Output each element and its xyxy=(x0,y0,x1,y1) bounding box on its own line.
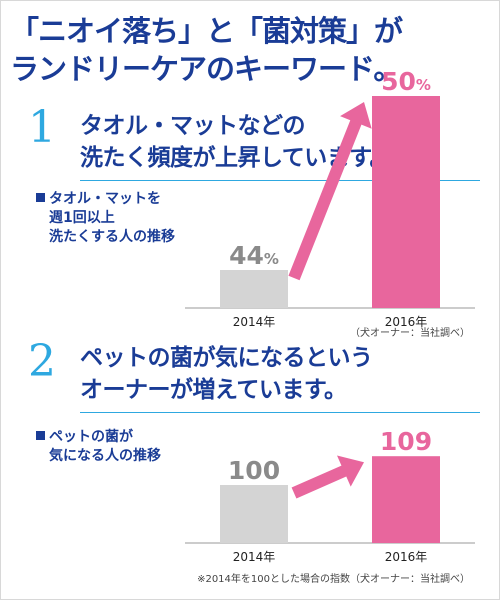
bar-2014年 xyxy=(220,270,288,308)
category-label: 2016年 xyxy=(385,315,428,329)
caption-line: 洗たくする人の推移 xyxy=(49,229,175,245)
section-number-2: 2 xyxy=(28,336,56,387)
bar-2014年 xyxy=(220,485,288,543)
category-label: 2014年 xyxy=(233,550,276,564)
square-bullet-icon xyxy=(36,193,45,202)
growth-arrow-icon xyxy=(288,102,372,281)
section-1-caption: タオル・マットを 週1回以上 洗たくする人の推移 xyxy=(36,190,175,247)
data-label: 100 xyxy=(228,456,280,485)
data-label: 44% xyxy=(229,241,279,270)
source-note-2: ※2014年を100とした場合の指数（犬オーナー：当社調べ） xyxy=(197,574,470,585)
caption-line: タオル・マットを xyxy=(36,190,175,209)
data-label: 50% xyxy=(381,67,431,96)
section-2-rule xyxy=(80,412,480,413)
caption-line: 気になる人の推移 xyxy=(49,448,161,464)
section-1-heading-line1: タオル・マットなどの xyxy=(80,113,306,139)
bar-2016年 xyxy=(372,96,440,308)
section-2-heading-line1: ペットの菌が気になるという xyxy=(80,345,373,371)
headline-line2: ランドリーケアのキーワード。 xyxy=(10,52,402,86)
headline-line1: 「ニオイ落ち」と「菌対策」が xyxy=(10,14,403,48)
growth-arrow-icon xyxy=(291,455,365,499)
section-2-heading-line2: オーナーが増えています。 xyxy=(80,377,347,403)
section-number-1: 1 xyxy=(28,102,56,153)
section-1-rule xyxy=(80,180,480,181)
category-label: 2014年 xyxy=(233,315,276,329)
category-label: 2016年 xyxy=(385,550,428,564)
data-label: 109 xyxy=(380,427,432,456)
square-bullet-icon xyxy=(36,431,45,440)
caption-line: 週1回以上 xyxy=(49,210,115,226)
section-2-caption: ペットの菌が 気になる人の推移 xyxy=(36,428,161,466)
bar-2016年 xyxy=(372,456,440,543)
caption-line: ペットの菌が xyxy=(36,428,161,447)
source-note-1: （犬オーナー：当社調べ） xyxy=(350,328,470,339)
